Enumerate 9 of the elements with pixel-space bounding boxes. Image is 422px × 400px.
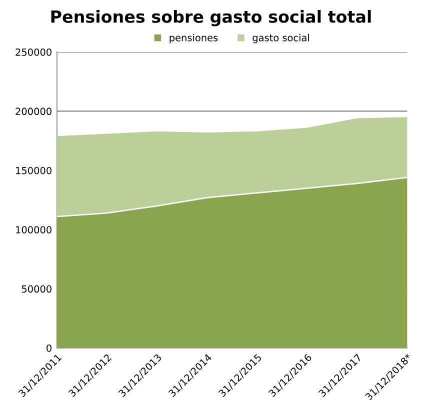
y-tick-label: 100000	[16, 226, 52, 234]
y-tick-label: 150000	[16, 166, 52, 174]
y-tick-label: 50000	[22, 285, 52, 293]
legend-label: pensiones	[170, 34, 218, 44]
y-tick-label: 250000	[16, 48, 52, 56]
legend-label: gasto social	[252, 34, 309, 44]
y-tick-label: 200000	[16, 108, 52, 116]
y-tick-label: 0	[46, 344, 52, 352]
chart-title: Pensiones sobre gasto social total	[51, 10, 371, 26]
